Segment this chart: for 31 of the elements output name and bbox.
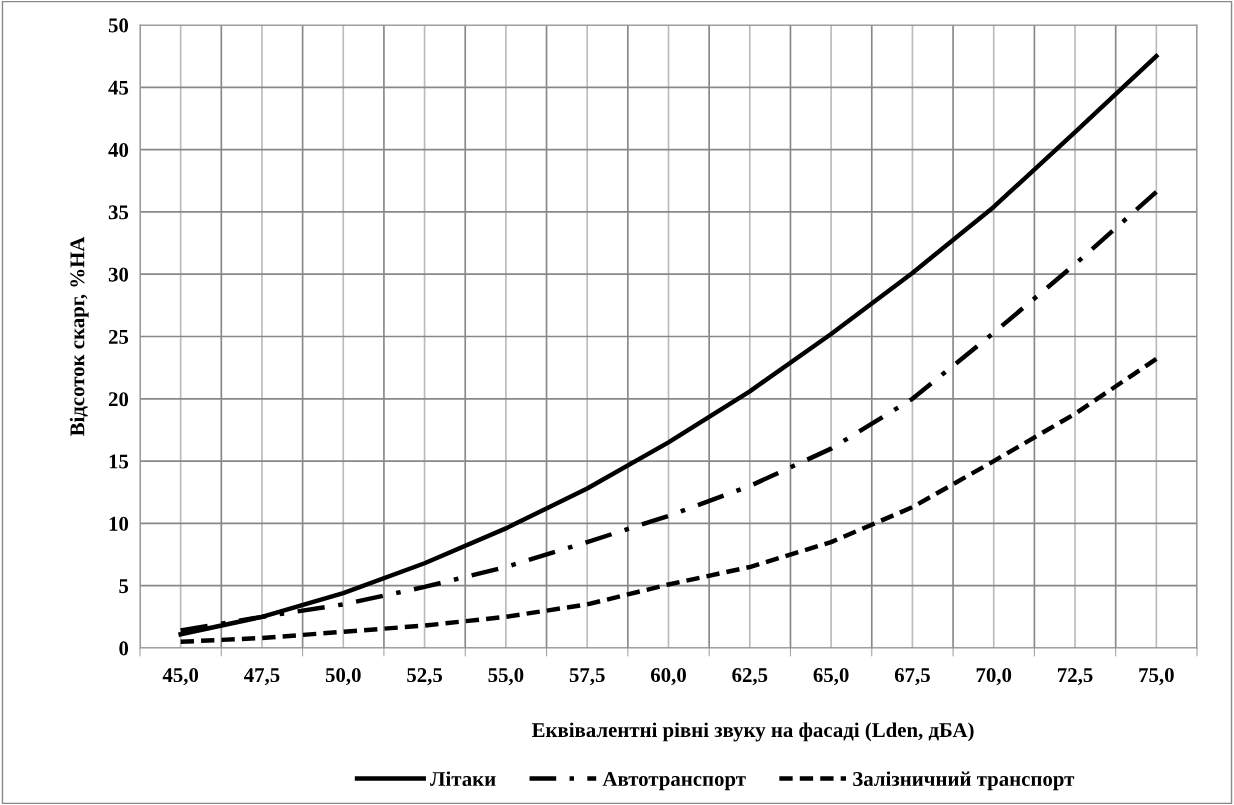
x-tick-label: 62,5 — [732, 668, 768, 686]
x-tick-label: 67,5 — [894, 668, 930, 686]
y-tick-label: 35 — [108, 205, 129, 220]
y-tick-label: 5 — [119, 579, 129, 594]
y-tick-label: 45 — [108, 80, 129, 95]
x-tick-label: 45,0 — [162, 668, 199, 686]
x-axis-title: Еквівалентні рівні звуку на фасаді (Lden, дБА) — [531, 722, 974, 742]
line-series — [178, 53, 1159, 637]
y-tick-label: 0 — [119, 641, 129, 656]
y-tick-label: 50 — [108, 18, 129, 33]
x-tick-label: 60,0 — [650, 668, 686, 686]
line-series — [178, 356, 1159, 644]
y-tick-label: 40 — [108, 142, 129, 158]
x-tick-label: 57,5 — [569, 668, 605, 686]
y-tick-label: 20 — [108, 392, 129, 407]
x-tick-label: 70,0 — [976, 668, 1012, 686]
y-tick-label: 25 — [108, 329, 129, 344]
y-tick-label: 15 — [109, 454, 129, 469]
x-tick-label: 72,5 — [1058, 668, 1093, 686]
x-tick-label: 50,0 — [325, 668, 361, 686]
x-tick-label: 47,5 — [244, 668, 280, 686]
x-tick-label: 52,5 — [407, 668, 443, 686]
x-tick-label: 65,0 — [813, 668, 849, 686]
legend-label: Автотранспорт — [602, 772, 746, 791]
x-tick-label: 75,0 — [1139, 668, 1174, 686]
legend-label: Залізничний транспорт — [853, 771, 1075, 791]
y-tick-label: 30 — [108, 267, 129, 282]
x-tick-label: 55,0 — [488, 668, 524, 686]
y-axis-title: Відсоток скарг, %HA — [69, 236, 89, 437]
legend-label: Літаки — [430, 771, 496, 787]
y-tick-label: 10 — [109, 516, 129, 531]
